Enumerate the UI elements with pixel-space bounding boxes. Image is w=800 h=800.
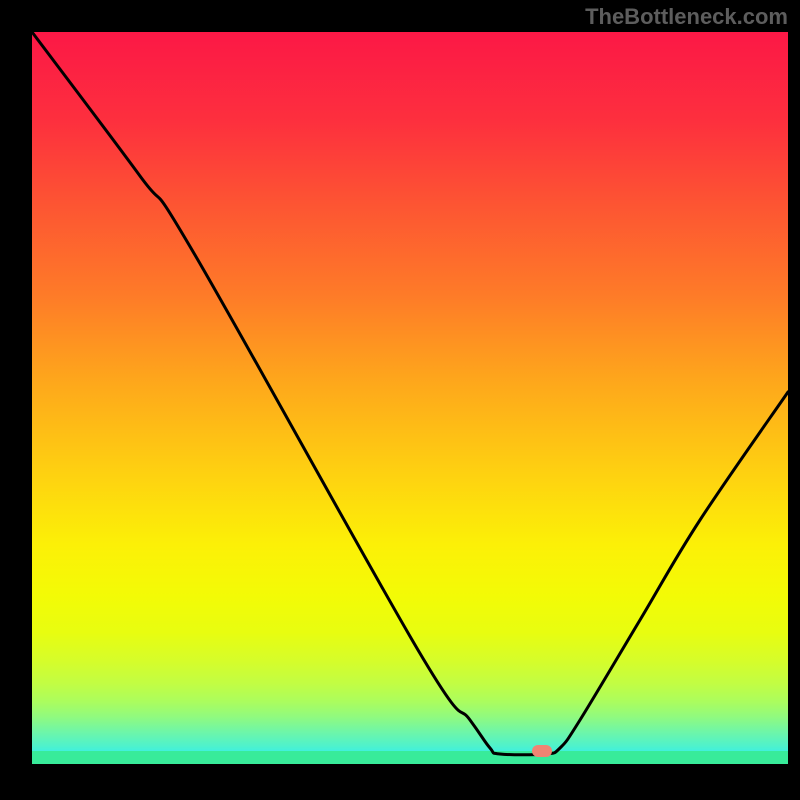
optimal-point-marker: [532, 745, 552, 757]
bottom-green-band: [32, 751, 788, 764]
gradient-plot-area: [32, 32, 788, 764]
bottleneck-chart: TheBottleneck.com: [0, 0, 800, 800]
watermark-text: TheBottleneck.com: [585, 4, 788, 29]
chart-stage: TheBottleneck.com: [0, 0, 800, 800]
